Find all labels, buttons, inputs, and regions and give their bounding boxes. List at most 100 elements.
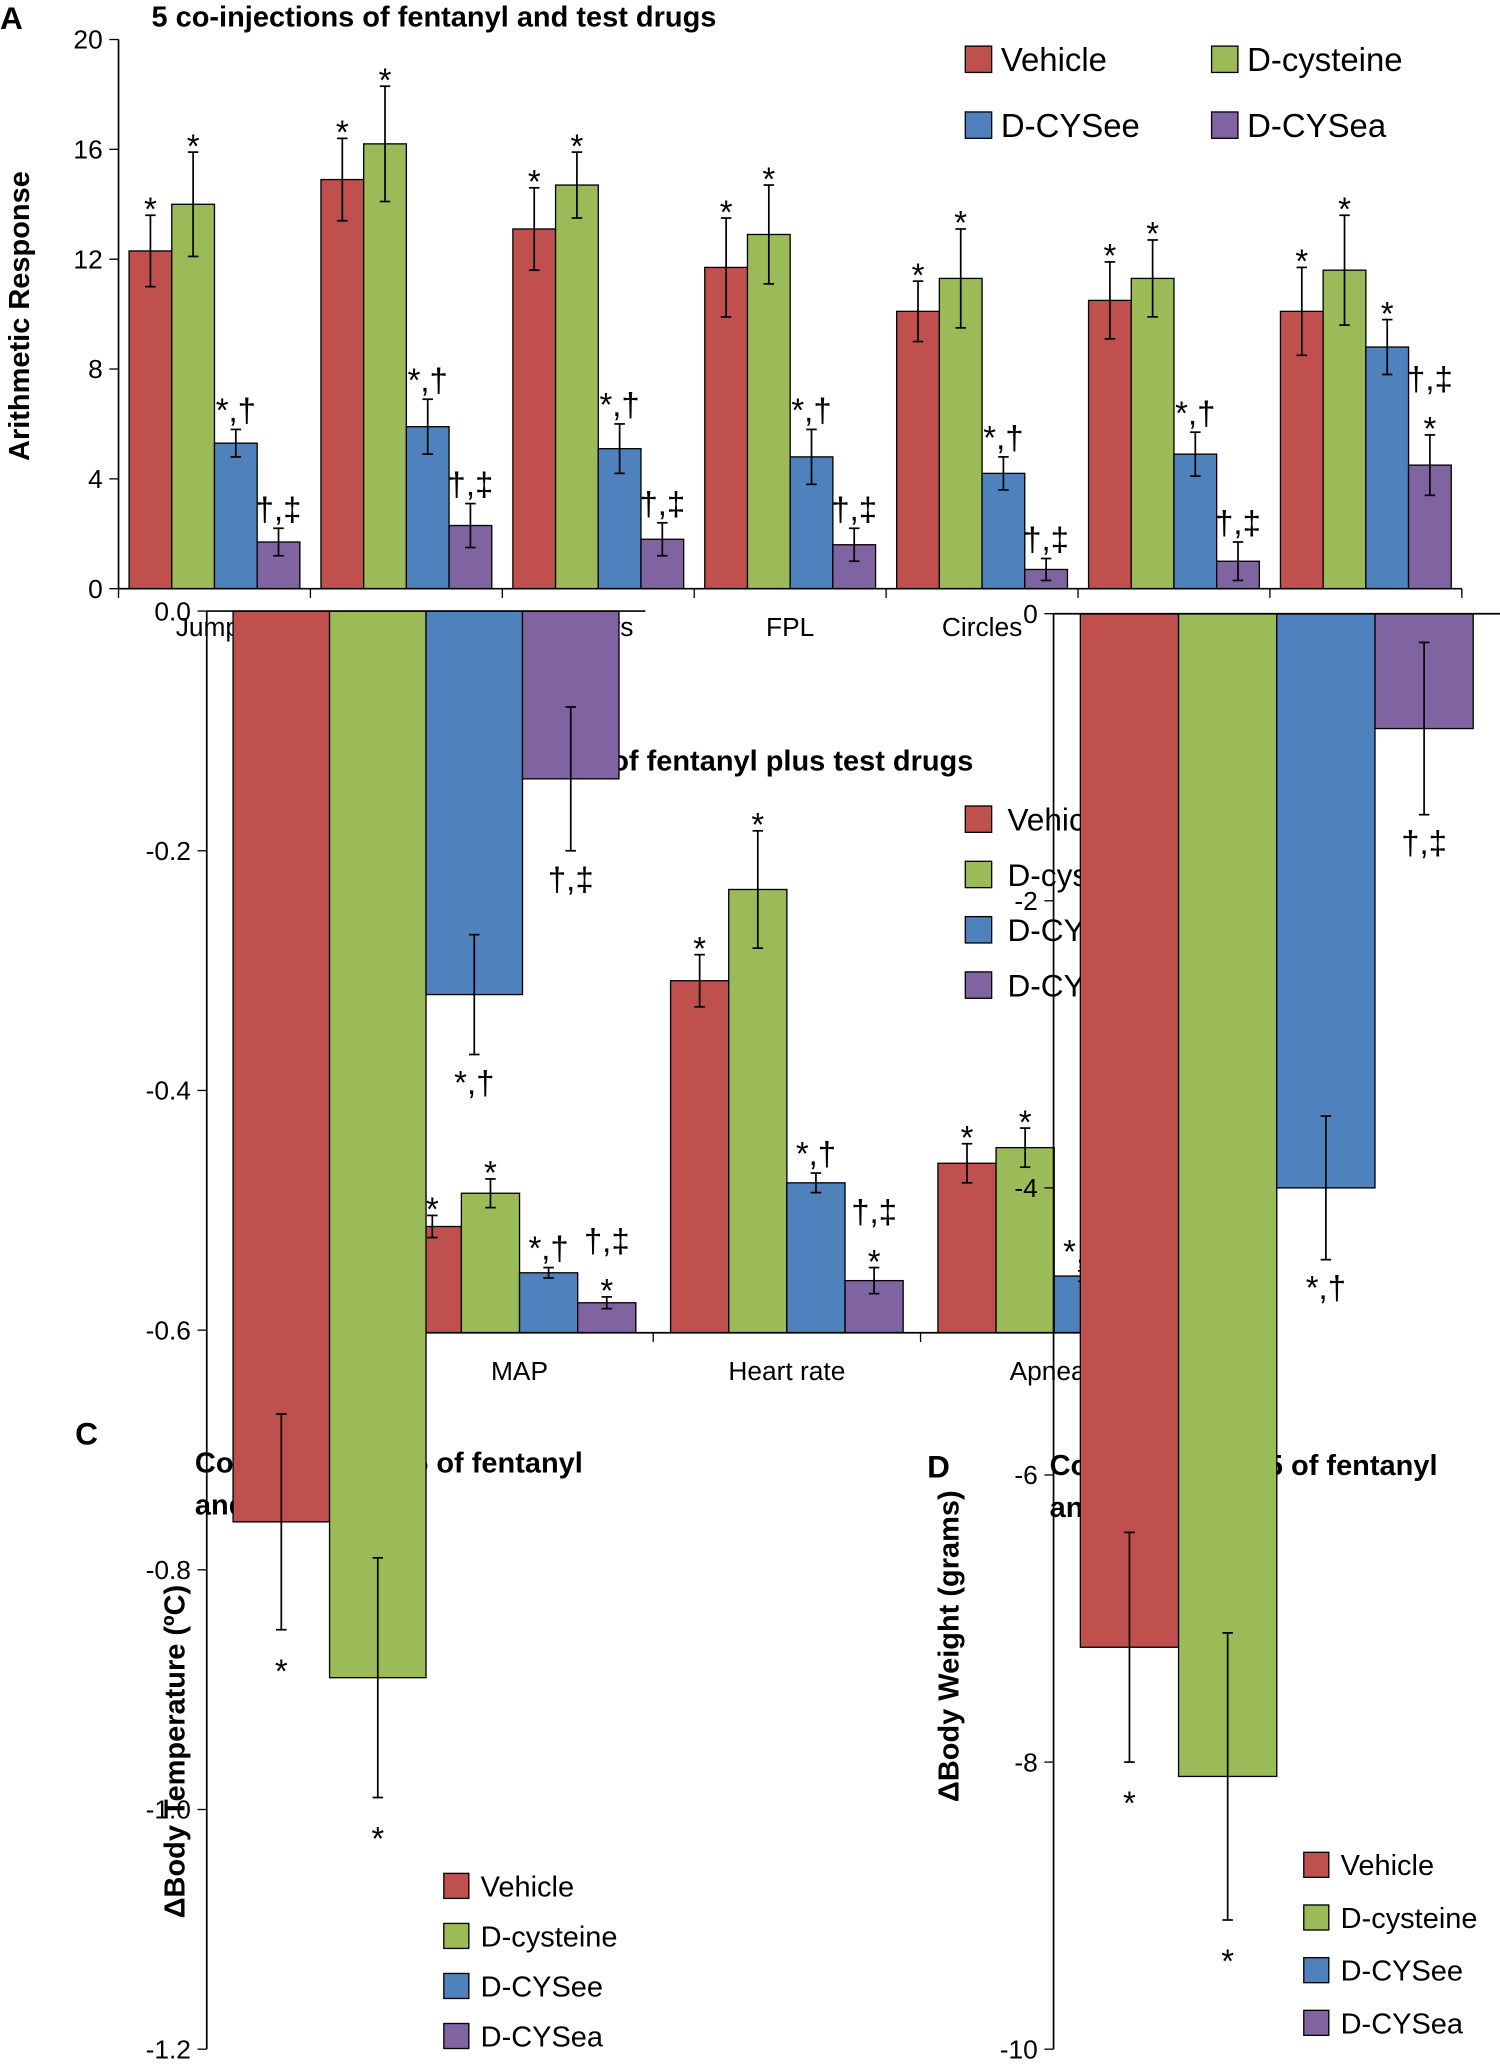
legend-swatch [964,45,993,74]
annotation: * [954,204,967,241]
annotation: †,‡ [584,1222,630,1259]
bar [425,610,524,996]
annotation: †,‡ [1401,824,1447,861]
legend-swatch [964,111,993,139]
annotation: * [484,1154,497,1191]
legend-swatch [1303,2009,1330,2037]
legend-swatch [964,805,993,833]
legend-swatch [964,915,993,944]
bar [1087,299,1132,590]
legend-swatch [443,2022,470,2050]
panel-letter: A [0,0,23,36]
annotation: * [275,1652,288,1689]
annotation: * [528,163,541,200]
legend-swatch [964,971,993,999]
x-tick-label: MAP [491,1356,548,1386]
y-tick-label: -0.4 [146,1076,191,1106]
bar [128,250,173,590]
annotation: †,‡ [1215,504,1261,541]
y-tick-label: -1.2 [146,2034,191,2064]
annotation: * [961,1119,974,1156]
legend-label: D-CYSee [1341,1956,1463,1988]
legend-swatch [1210,111,1239,139]
y-axis-label: Arithmetic Response [4,171,36,461]
annotation: * [720,193,733,230]
x-tick-label: FPL [766,612,814,642]
y-tick-label: -4 [1014,1173,1037,1203]
annotation: * [1123,1785,1136,1822]
annotation: * [762,160,775,197]
bar [1177,613,1278,1778]
y-tick-label: 0.0 [154,596,191,626]
x-tick-label: Circles [942,612,1022,642]
annotation: *,† [796,1135,836,1172]
bar [554,184,599,590]
annotation: * [144,191,157,228]
legend-label: D-cysteine [481,1921,618,1953]
legend-label: D-CYSea [481,2021,604,2053]
bar [1365,346,1410,590]
legend-swatch [443,1922,470,1950]
legend-label: Vehicle [1001,41,1107,78]
bar [704,266,749,590]
y-tick-label: 4 [88,464,103,494]
bar [1130,277,1175,590]
y-tick-label: -0.6 [146,1315,191,1345]
y-axis-label: ΔBody Weight (grams) [934,1490,966,1802]
annotation: * [336,114,349,151]
annotation: *,† [1306,1269,1346,1306]
y-tick-label: 0 [88,574,103,604]
annotation: †,‡ [1407,360,1453,397]
legend-swatch [1210,45,1239,74]
annotation: * [1423,410,1436,447]
bar [1079,613,1180,1648]
annotation: *,† [454,1064,494,1101]
annotation: †,‡ [1023,521,1069,558]
bar [171,203,216,590]
panel-letter: D [927,1449,950,1485]
chart-title: 5 co-injections of fentanyl and test dru… [151,1,716,33]
legend-swatch [443,1872,470,1900]
y-tick-label: 12 [73,244,102,274]
y-axis-label: ΔBody Temperature (ºC) [159,1585,191,1918]
annotation: *,† [216,392,256,429]
annotation: * [912,256,925,293]
annotation: * [1019,1103,1032,1140]
bar [363,143,408,590]
legend-label: Vehicle [481,1871,574,1903]
bar [518,1272,579,1334]
bar [938,277,983,590]
annotation: *,† [791,392,831,429]
legend-swatch [964,860,993,889]
legend-swatch [443,1972,470,2000]
bar [786,1182,846,1334]
annotation: †,‡ [831,490,877,527]
annotation: * [751,806,764,843]
panel-letter: C [75,1416,98,1452]
annotation: * [600,1272,613,1309]
annotation: * [693,930,706,967]
y-tick-label: -8 [1014,1747,1037,1777]
annotation: * [379,61,392,98]
legend-swatch [1303,1904,1330,1931]
annotation: *,† [1175,394,1215,431]
legend-label: D-CYSee [1001,107,1140,144]
legend-label: D-cysteine [1341,1903,1478,1935]
annotation: * [1221,1943,1234,1980]
bar [981,472,1026,590]
annotation: * [1338,191,1351,228]
y-tick-label: -0.8 [146,1555,191,1585]
bar [232,610,331,1523]
annotation: * [868,1243,881,1280]
legend-label: D-CYSea [1247,107,1387,144]
x-tick-label: Heart rate [728,1356,845,1386]
annotation: * [1381,295,1394,332]
annotation: *,† [528,1230,568,1267]
annotation: * [571,127,584,164]
legend-swatch [1303,1851,1330,1878]
legend-swatch [1303,1956,1330,1984]
legend-label: D-CYSee [481,1971,603,2003]
y-tick-label: -0.2 [146,836,191,866]
annotation: †,‡ [256,490,302,527]
